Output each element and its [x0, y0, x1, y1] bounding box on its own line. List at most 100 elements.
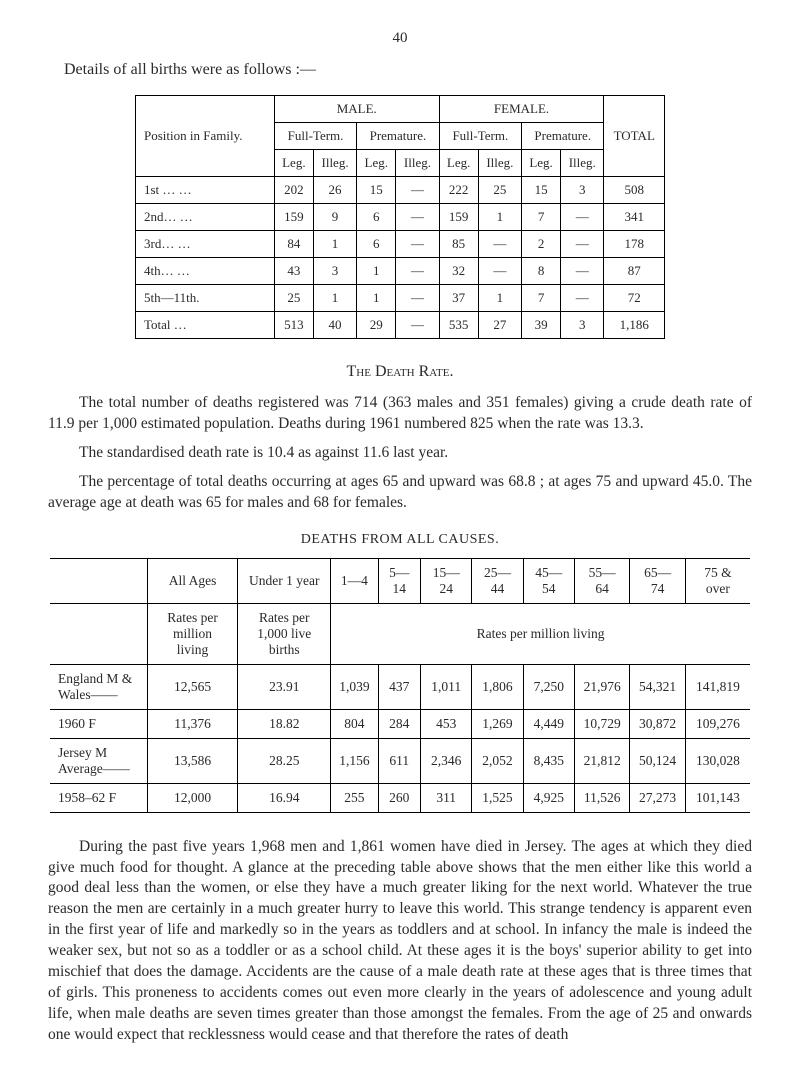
- cell: 16.94: [238, 783, 331, 812]
- cell: 4,925: [523, 783, 574, 812]
- table-row: Jersey M Average—— 13,586 28.25 1,156 61…: [50, 738, 750, 783]
- cell: 284: [378, 709, 420, 738]
- cell: 101,143: [685, 783, 750, 812]
- cell: Jersey M Average——: [50, 738, 147, 783]
- cell: 222: [439, 177, 478, 204]
- th-leg: Leg.: [357, 150, 396, 177]
- cell: 3: [561, 312, 604, 339]
- cell: 6: [357, 204, 396, 231]
- cell: 4,449: [523, 709, 574, 738]
- cell: 1958–62 F: [50, 783, 147, 812]
- cell: —: [396, 285, 439, 312]
- th-leg: Leg.: [439, 150, 478, 177]
- cell: 84: [274, 231, 313, 258]
- deaths-table-caption: DEATHS FROM ALL CAUSES.: [48, 532, 752, 548]
- cell: 2nd… …: [136, 204, 275, 231]
- th-rates-mil: Rates per million living: [147, 603, 238, 664]
- th-illeg: Illeg.: [561, 150, 604, 177]
- cell: 141,819: [685, 664, 750, 709]
- th-illeg: Illeg.: [396, 150, 439, 177]
- cell: 21,812: [574, 738, 629, 783]
- th-f-premature: Premature.: [522, 123, 604, 150]
- cell: 311: [421, 783, 472, 812]
- cell: 1: [478, 285, 521, 312]
- th-m-premature: Premature.: [357, 123, 439, 150]
- table-row: 1st … … 202 26 15 — 222 25 15 3 508: [136, 177, 665, 204]
- th-rates-span: Rates per million living: [331, 603, 750, 664]
- page-number: 40: [48, 30, 752, 47]
- cell: 2,052: [472, 738, 523, 783]
- cell: 85: [439, 231, 478, 258]
- cell: 13,586: [147, 738, 238, 783]
- th-total: TOTAL: [604, 96, 665, 177]
- cell: 8: [522, 258, 561, 285]
- cell: 23.91: [238, 664, 331, 709]
- cell: —: [561, 258, 604, 285]
- cell: 535: [439, 312, 478, 339]
- cell: 1: [313, 285, 356, 312]
- th-female: FEMALE.: [439, 96, 604, 123]
- cell: —: [561, 204, 604, 231]
- cell: —: [396, 312, 439, 339]
- cell: 7: [522, 285, 561, 312]
- cell: 7,250: [523, 664, 574, 709]
- th-m-fullterm: Full-Term.: [274, 123, 356, 150]
- cell: 54,321: [630, 664, 685, 709]
- th-blank: [50, 603, 147, 664]
- cell: 3rd… …: [136, 231, 275, 258]
- cell: 341: [604, 204, 665, 231]
- cell: 9: [313, 204, 356, 231]
- cell: 27: [478, 312, 521, 339]
- cell: 32: [439, 258, 478, 285]
- table-row: 5th—11th. 25 1 1 — 37 1 7 — 72: [136, 285, 665, 312]
- cell: 40: [313, 312, 356, 339]
- th-25-44: 25—44: [472, 558, 523, 603]
- th-blank: [50, 558, 147, 603]
- cell: 72: [604, 285, 665, 312]
- cell: 5th—11th.: [136, 285, 275, 312]
- th-position: Position in Family.: [136, 96, 275, 177]
- cell: 1st … …: [136, 177, 275, 204]
- th-5-14: 5—14: [378, 558, 420, 603]
- th-rates-births: Rates per 1,000 live births: [238, 603, 331, 664]
- table-row: 4th… … 43 3 1 — 32 — 8 — 87: [136, 258, 665, 285]
- cell: 12,000: [147, 783, 238, 812]
- cell: 43: [274, 258, 313, 285]
- cell: 28.25: [238, 738, 331, 783]
- th-55-64: 55—64: [574, 558, 629, 603]
- cell: 18.82: [238, 709, 331, 738]
- cell: 1,039: [331, 664, 378, 709]
- cell: 513: [274, 312, 313, 339]
- cell: 11,526: [574, 783, 629, 812]
- closing-paragraph: During the past five years 1,968 men and…: [48, 837, 752, 1046]
- cell: —: [396, 231, 439, 258]
- cell: 1: [357, 285, 396, 312]
- cell: Total …: [136, 312, 275, 339]
- cell: 159: [274, 204, 313, 231]
- intro-text: Details of all births were as follows :—: [64, 61, 752, 79]
- cell: 25: [274, 285, 313, 312]
- cell: 50,124: [630, 738, 685, 783]
- cell: 4th… …: [136, 258, 275, 285]
- th-65-74: 65—74: [630, 558, 685, 603]
- cell: —: [478, 258, 521, 285]
- cell: 8,435: [523, 738, 574, 783]
- cell: 2: [522, 231, 561, 258]
- cell: 87: [604, 258, 665, 285]
- th-illeg: Illeg.: [478, 150, 521, 177]
- cell: 15: [357, 177, 396, 204]
- cell: 7: [522, 204, 561, 231]
- cell: 12,565: [147, 664, 238, 709]
- cell: 159: [439, 204, 478, 231]
- cell: 130,028: [685, 738, 750, 783]
- cell: 2,346: [421, 738, 472, 783]
- cell: 1,269: [472, 709, 523, 738]
- cell: —: [561, 231, 604, 258]
- th-leg: Leg.: [522, 150, 561, 177]
- cell: 178: [604, 231, 665, 258]
- table-row: 1958–62 F 12,000 16.94 255 260 311 1,525…: [50, 783, 750, 812]
- cell: 260: [378, 783, 420, 812]
- cell: England M & Wales——: [50, 664, 147, 709]
- cell: 21,976: [574, 664, 629, 709]
- th-45-54: 45—54: [523, 558, 574, 603]
